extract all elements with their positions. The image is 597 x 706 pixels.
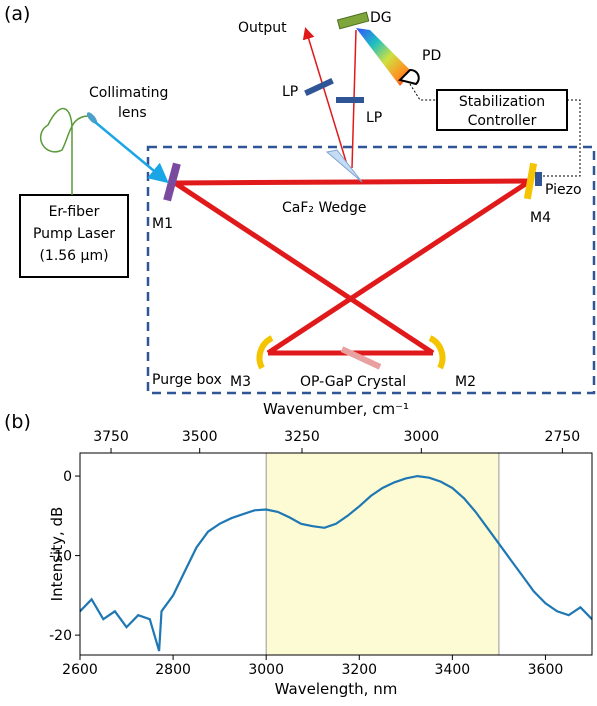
fiber <box>39 107 91 195</box>
photodiode <box>398 68 420 86</box>
label: Purge box <box>152 372 222 388</box>
output-beam <box>302 27 349 169</box>
label: M3 <box>230 374 251 390</box>
line-series <box>79 474 593 652</box>
label: LP <box>366 110 382 126</box>
pump-beam <box>94 121 169 184</box>
polarizer <box>336 97 364 103</box>
purge-box <box>146 145 596 395</box>
controller-box <box>436 89 568 131</box>
label: M1 <box>152 216 173 232</box>
y-tick-label: -10 <box>49 549 72 565</box>
signal-line <box>542 99 581 177</box>
panel-label: (a) <box>4 3 30 25</box>
highlight-band <box>266 453 499 655</box>
label: M2 <box>455 374 476 390</box>
label: OP-GaP Crystal <box>300 374 406 390</box>
crystal <box>340 346 382 370</box>
x2-axis-label: Wavenumber, cm⁻¹ <box>263 400 409 418</box>
label: Output <box>238 20 287 36</box>
x-tick-label: 3200 <box>341 662 377 678</box>
label: LP <box>282 84 298 100</box>
mirror <box>163 162 181 202</box>
x-axis-label: Wavelength, nm <box>275 680 398 698</box>
x-tick-label: 3400 <box>435 662 471 678</box>
x2-tick-label: 3500 <box>182 429 218 445</box>
x2-tick-label: 3000 <box>404 429 440 445</box>
label: CaF₂ Wedge <box>282 200 367 216</box>
label: Collimating lens <box>89 85 168 121</box>
label: Piezo <box>545 182 582 198</box>
x-tick-label: 2800 <box>155 662 191 678</box>
y-tick-label: -20 <box>49 628 72 644</box>
y-axis-label: Intensity, dB <box>48 507 66 602</box>
x2-tick-label: 2750 <box>545 429 581 445</box>
wedge <box>325 149 363 183</box>
mirror <box>256 335 274 370</box>
x2-tick-label: 3750 <box>93 429 129 445</box>
x2-tick-label: 3250 <box>284 429 320 445</box>
label: DG <box>370 10 392 26</box>
mirror <box>523 162 538 200</box>
signal-line <box>409 83 437 101</box>
diffraction-grating <box>336 11 370 30</box>
polarizer <box>304 77 334 97</box>
pump-laser-box <box>19 194 129 278</box>
piezo-element <box>535 172 542 186</box>
label: M4 <box>530 210 551 226</box>
x-tick-label: 2600 <box>62 662 98 678</box>
x-tick-label: 3600 <box>528 662 564 678</box>
lens <box>86 112 98 124</box>
label: PD <box>422 48 441 64</box>
mirror <box>428 335 446 370</box>
plot-frame <box>79 452 593 656</box>
label: Er-fiber Pump Laser (1.56 μm) <box>33 204 115 264</box>
label: Stabilization Controller <box>459 94 545 129</box>
y-tick-label: 0 <box>63 469 72 485</box>
spectrum-fan <box>356 28 412 86</box>
x-tick-label: 3000 <box>248 662 284 678</box>
panel-label: (b) <box>4 411 31 433</box>
